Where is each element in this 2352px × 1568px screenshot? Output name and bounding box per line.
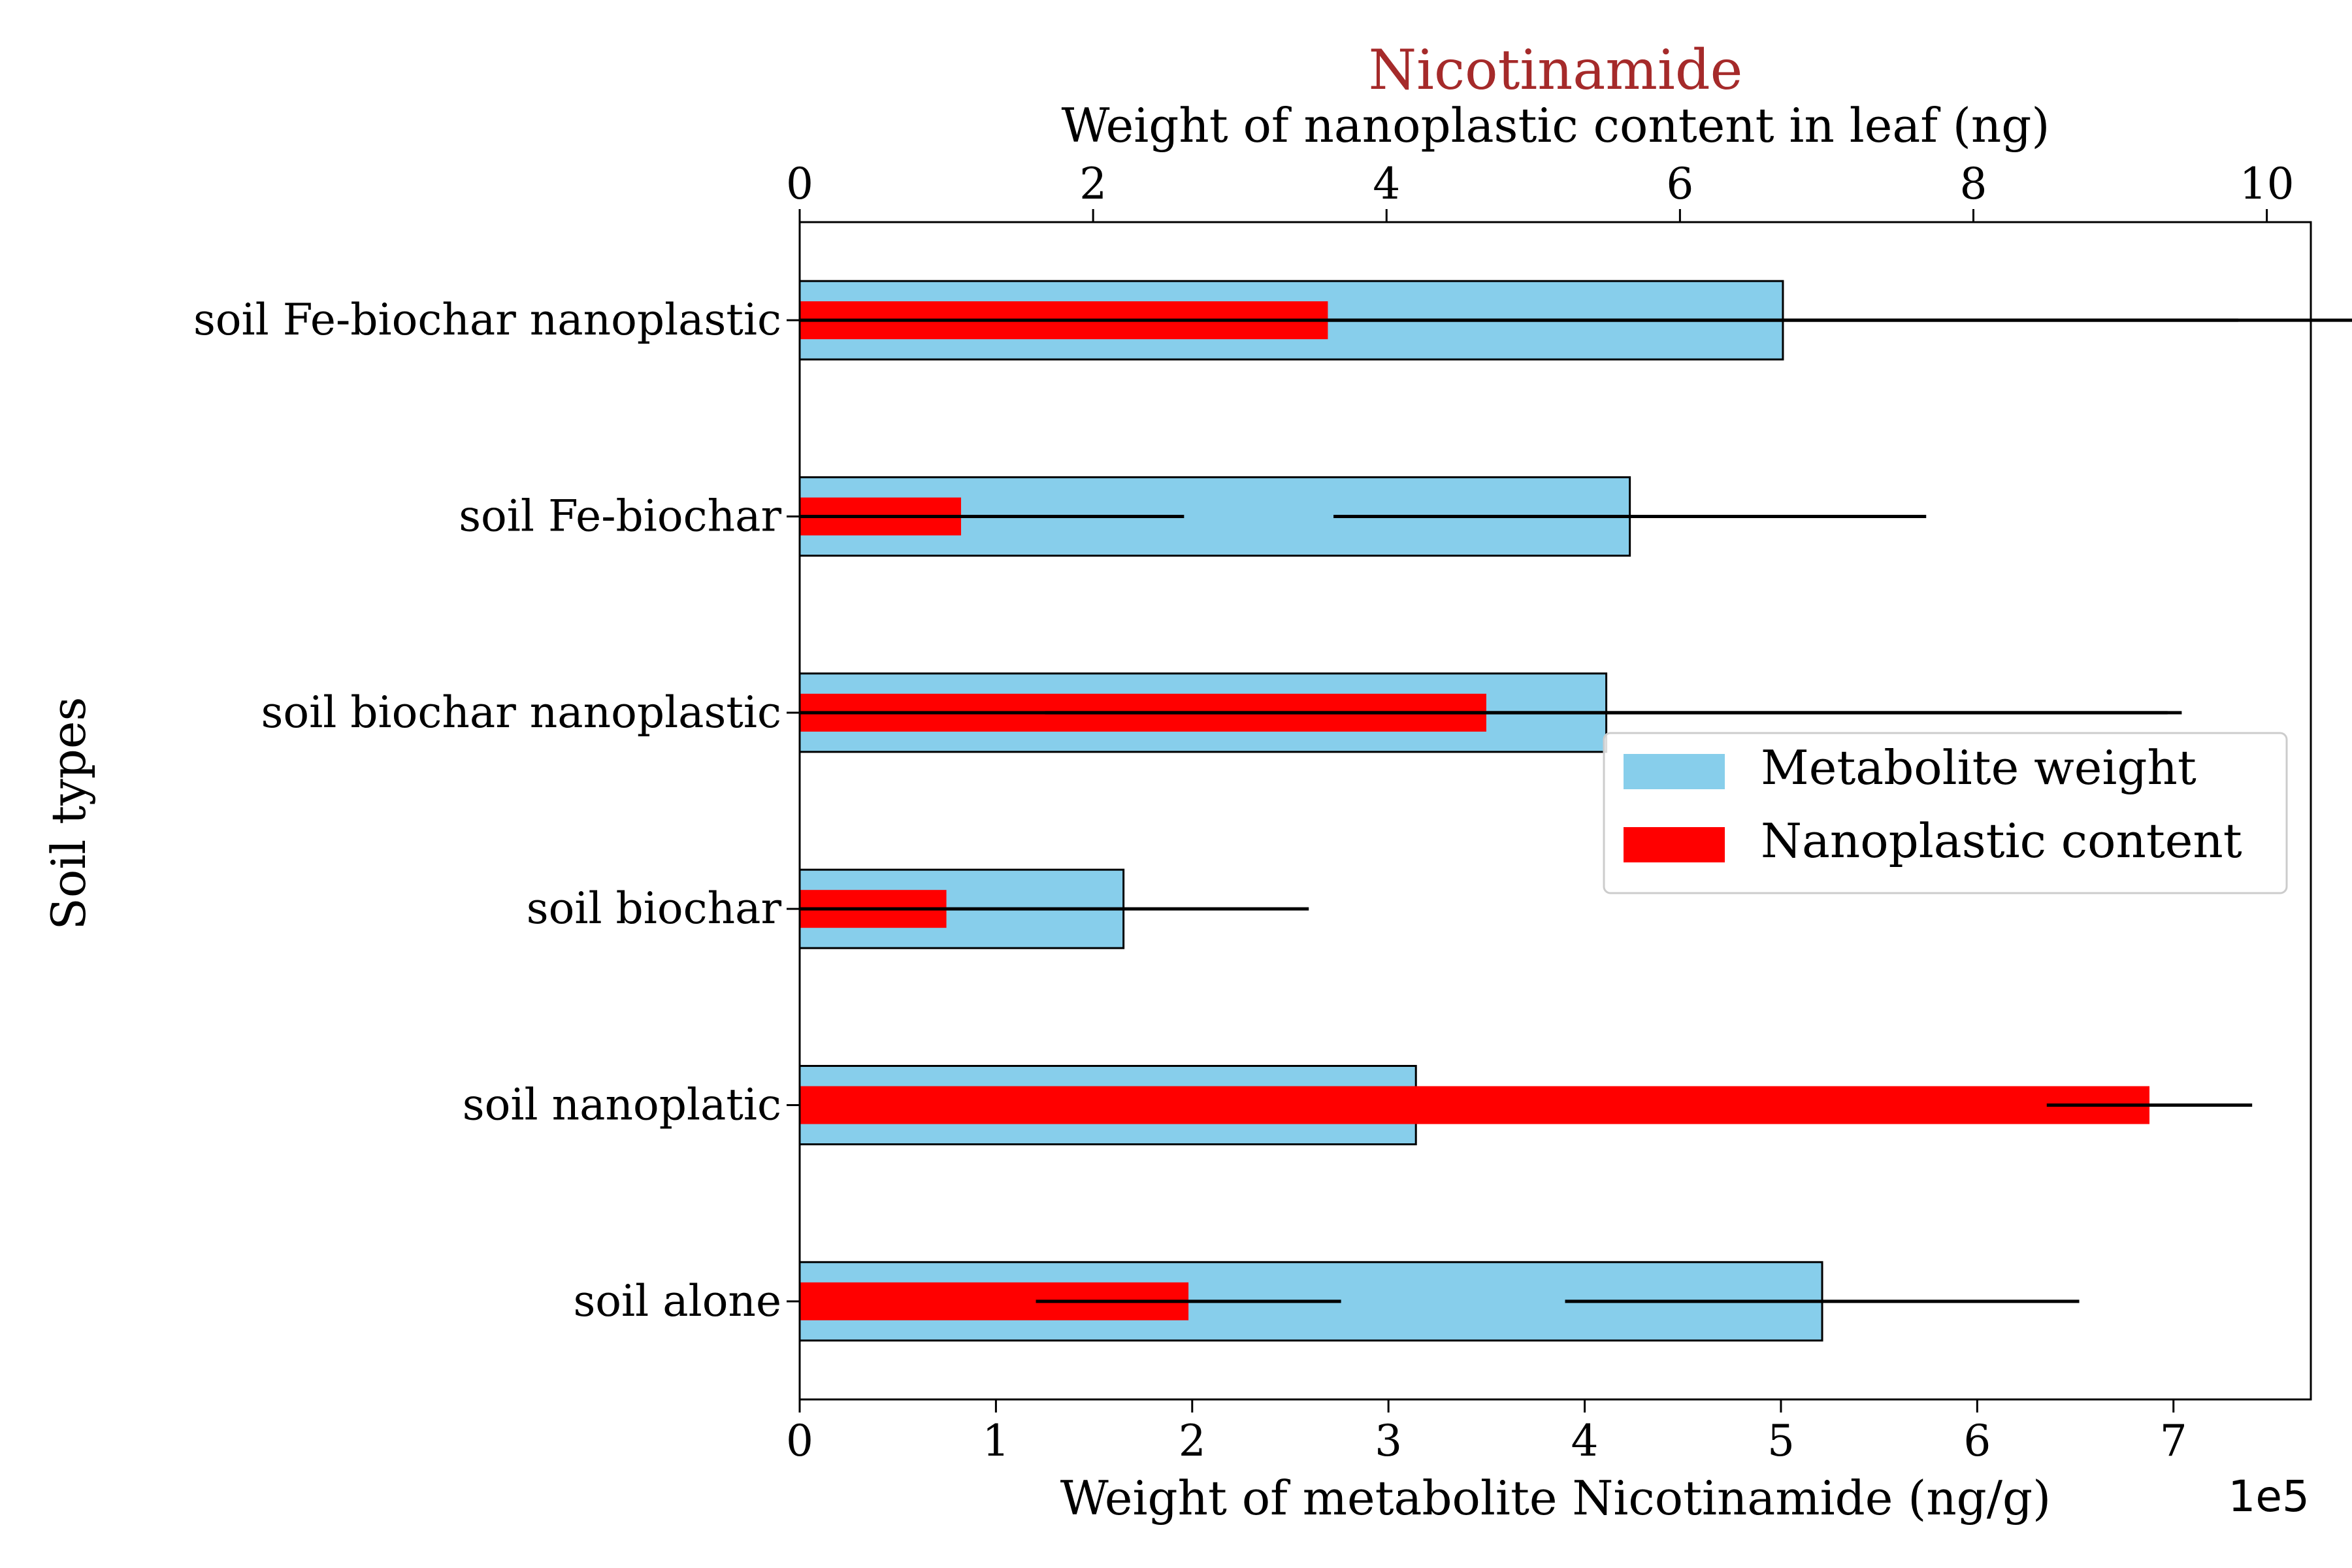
y-axis-label: Soil types <box>41 697 96 930</box>
y-tick-label: soil biochar <box>527 883 782 934</box>
x2-tick-label: 2 <box>1079 159 1107 209</box>
chart-title: Nicotinamide <box>1369 38 1743 102</box>
y-tick-label: soil Fe-biochar nanoplastic <box>193 295 781 345</box>
x-tick-label: 2 <box>1179 1416 1206 1466</box>
legend-swatch <box>1624 754 1725 789</box>
y-tick-label: soil Fe-biochar <box>459 491 781 542</box>
y-tick-label: soil nanoplatic <box>463 1080 781 1130</box>
bottom-axis-label: Weight of metabolite Nicotinamide (ng/g) <box>1060 1471 2051 1526</box>
x2-tick-label: 10 <box>2240 159 2295 209</box>
x2-tick-label: 4 <box>1373 159 1400 209</box>
x-tick-label: 5 <box>1767 1416 1795 1466</box>
x-tick-label: 1 <box>982 1416 1009 1466</box>
legend: Metabolite weight Nanoplastic content <box>1603 732 2288 894</box>
x-tick-label: 3 <box>1375 1416 1402 1466</box>
plot-area: soil Fe-biochar nanoplastic soil Fe-bioch… <box>193 159 2352 1466</box>
x2-tick-label: 0 <box>786 159 813 209</box>
nanoplastic-bar <box>800 1086 2149 1124</box>
legend-label: Metabolite weight <box>1761 740 2197 795</box>
x-tick-label: 0 <box>786 1416 813 1466</box>
y-tick-label: soil biochar nanoplastic <box>261 687 781 738</box>
legend-frame <box>1603 732 2288 894</box>
y-tick-label: soil alone <box>573 1276 781 1326</box>
legend-swatch <box>1624 827 1725 862</box>
axes-frame <box>798 221 2312 1401</box>
top-axis-label: Weight of nanoplastic content in leaf (n… <box>1062 98 2050 153</box>
x2-tick-label: 8 <box>1960 159 1987 209</box>
x-tick-label: 6 <box>1963 1416 1991 1466</box>
x-offset-text: 1e5 <box>2228 1471 2310 1522</box>
x-tick-label: 7 <box>2160 1416 2187 1466</box>
legend-label: Nanoplastic content <box>1761 813 2242 868</box>
x-tick-label: 4 <box>1571 1416 1599 1466</box>
x2-tick-label: 6 <box>1666 159 1693 209</box>
